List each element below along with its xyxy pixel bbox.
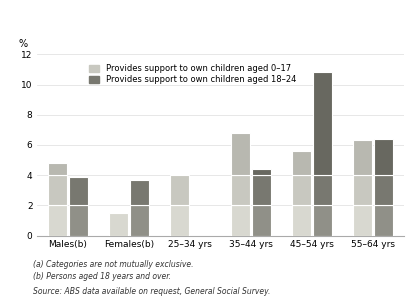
Bar	[231, 205, 250, 236]
Bar	[48, 205, 67, 236]
Bar	[292, 205, 312, 236]
Bar	[353, 175, 372, 205]
Bar	[292, 151, 312, 175]
Bar	[374, 205, 393, 236]
Bar	[252, 169, 271, 175]
Bar	[312, 205, 332, 236]
Bar	[69, 177, 88, 205]
Legend: Provides support to own children aged 0–17, Provides support to own children age: Provides support to own children aged 0–…	[89, 64, 296, 85]
Bar	[48, 175, 67, 205]
Bar	[252, 175, 271, 205]
Bar	[231, 133, 250, 175]
Bar	[374, 175, 393, 205]
Bar	[312, 175, 332, 205]
Bar	[170, 175, 189, 205]
Bar	[353, 205, 372, 236]
Bar	[374, 139, 393, 175]
Bar	[312, 72, 332, 175]
Bar	[48, 163, 67, 175]
Bar	[129, 180, 149, 205]
Bar	[252, 205, 271, 236]
Bar	[231, 175, 250, 205]
Bar	[109, 213, 129, 236]
Bar	[353, 140, 372, 175]
Bar	[292, 175, 312, 205]
Text: (a) Categories are not mutually exclusive.: (a) Categories are not mutually exclusiv…	[33, 260, 194, 269]
Text: (b) Persons aged 18 years and over.: (b) Persons aged 18 years and over.	[33, 272, 171, 281]
Text: Source: ABS data available on request, General Social Survey.: Source: ABS data available on request, G…	[33, 288, 271, 297]
Bar	[170, 205, 189, 236]
Bar	[69, 205, 88, 236]
Bar	[129, 205, 149, 236]
Y-axis label: %: %	[18, 39, 27, 49]
